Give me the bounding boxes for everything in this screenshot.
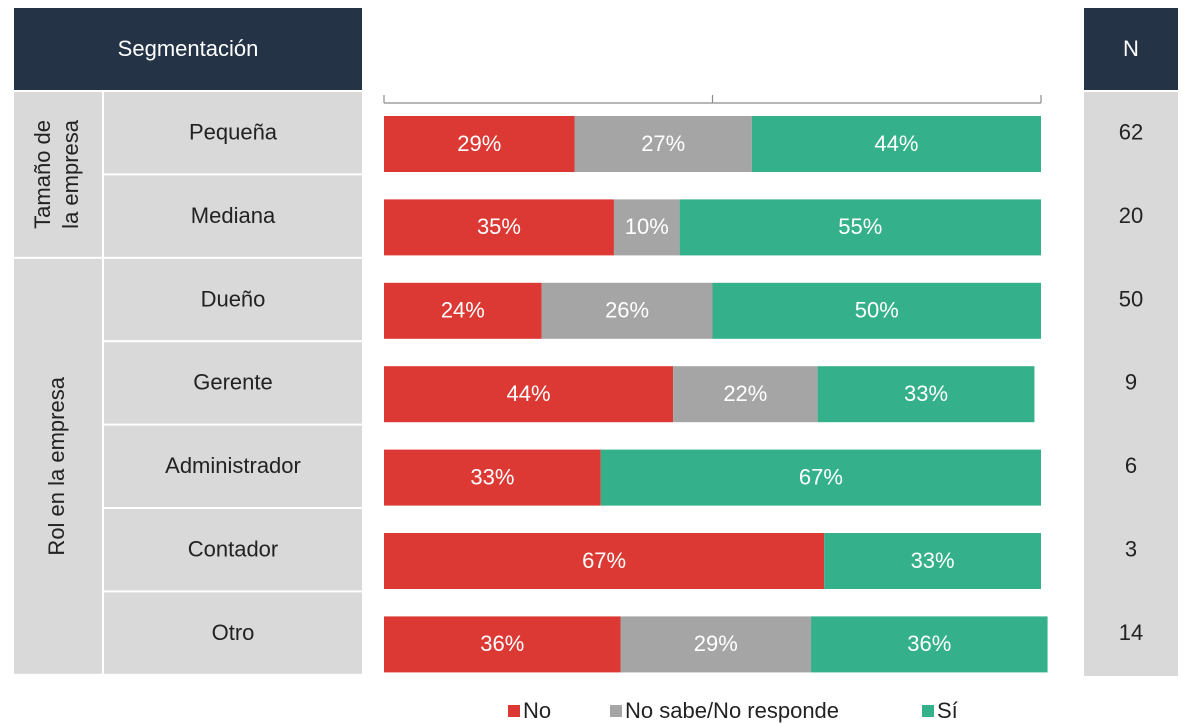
bar-segment [824, 533, 1041, 589]
bar-segment [384, 116, 575, 172]
legend-swatch [610, 705, 622, 717]
n-value: 50 [1119, 286, 1143, 311]
bar-segment [679, 199, 1041, 256]
category-cell [104, 258, 362, 341]
category-label: Pequeña [189, 120, 278, 145]
bar-segment [384, 449, 601, 506]
value-label: 10% [625, 214, 669, 239]
row-header: Segmentación [118, 36, 259, 61]
category-cell [104, 342, 362, 424]
bar-segment [712, 282, 1041, 339]
legend-label: No sabe/No responde [625, 698, 839, 723]
n-value: 6 [1125, 453, 1137, 478]
value-label: 27% [641, 131, 685, 156]
category-cell [104, 175, 362, 257]
value-label: 44% [874, 131, 918, 156]
legend-swatch [922, 705, 934, 717]
group-label: Tamaño de [30, 120, 55, 229]
bar-segment [384, 366, 674, 423]
value-label: 67% [799, 464, 843, 489]
n-header-box [1084, 8, 1178, 90]
bar-segment [613, 199, 680, 256]
bar-segment [384, 199, 614, 256]
n-column [1084, 92, 1178, 676]
value-label: 36% [480, 631, 524, 656]
value-label: 35% [477, 214, 521, 239]
legend-swatch [508, 705, 520, 717]
bar-segment [817, 366, 1035, 423]
value-label: 44% [507, 381, 551, 406]
category-label: Dueño [201, 286, 266, 311]
category-label: Contador [188, 537, 279, 562]
legend-label: No [523, 698, 551, 723]
value-label: 22% [723, 381, 767, 406]
n-value: 9 [1125, 370, 1137, 395]
value-label: 36% [907, 631, 951, 656]
bar-segment [384, 616, 621, 673]
bar-segment [811, 616, 1048, 673]
bar-segment [620, 616, 812, 673]
row-header-box [14, 8, 362, 90]
bar-segment [541, 282, 713, 339]
bar-segment [600, 449, 1041, 506]
category-cell [104, 509, 362, 591]
value-label: 29% [694, 631, 738, 656]
value-label: 33% [911, 548, 955, 573]
bar-segment [574, 116, 752, 172]
bar-segment [384, 282, 542, 339]
category-label: Mediana [191, 203, 276, 228]
category-label: Administrador [165, 453, 301, 478]
category-cell [104, 592, 362, 674]
value-label: 33% [470, 464, 514, 489]
category-cell [104, 92, 362, 174]
n-value: 3 [1125, 537, 1137, 562]
category-label: Gerente [193, 370, 273, 395]
n-value: 62 [1119, 120, 1143, 145]
value-label: 55% [838, 214, 882, 239]
n-header: N [1123, 36, 1139, 61]
value-label: 67% [582, 548, 626, 573]
category-cell [104, 425, 362, 507]
n-value: 20 [1119, 203, 1143, 228]
n-value: 14 [1119, 620, 1143, 645]
category-label: Otro [212, 620, 255, 645]
group-label: Rol en la empresa [44, 376, 69, 555]
value-label: 24% [441, 298, 485, 323]
bar-segment [751, 116, 1041, 172]
group-label: la empresa [58, 119, 83, 229]
group-cell [14, 258, 102, 674]
group-cell [14, 92, 102, 257]
bar-segment [673, 366, 818, 423]
value-label: 29% [457, 131, 501, 156]
bar-segment [384, 533, 825, 589]
value-label: 33% [904, 381, 948, 406]
legend-label: Sí [937, 698, 958, 723]
value-label: 50% [855, 298, 899, 323]
value-label: 26% [605, 298, 649, 323]
